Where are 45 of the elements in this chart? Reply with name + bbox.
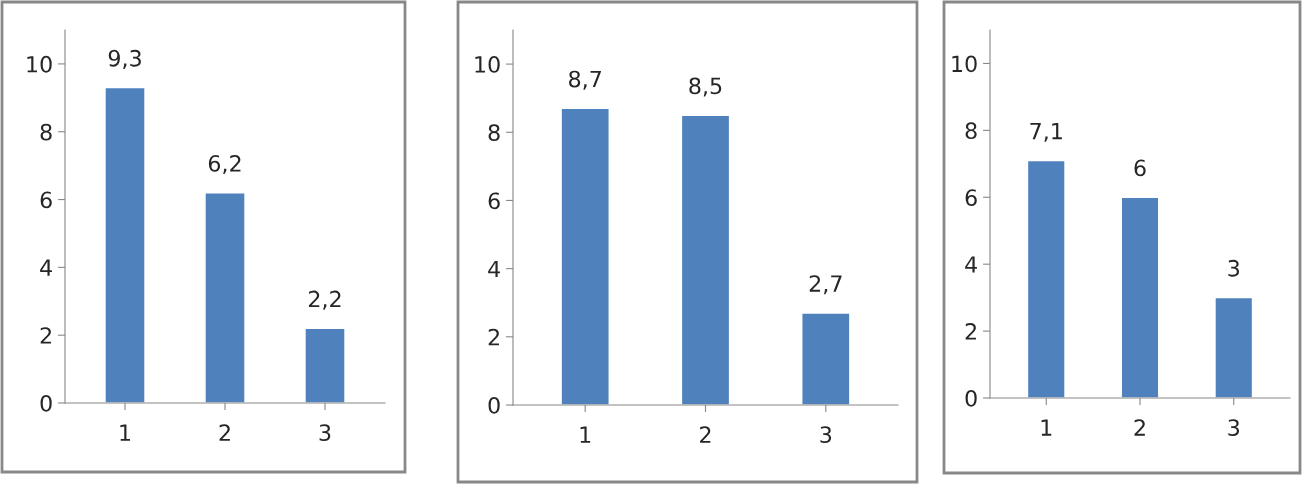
- data-label: 3: [1228, 259, 1240, 277]
- x-tick-label: 1: [580, 426, 591, 443]
- data-label: 9,3: [108, 49, 141, 69]
- bar: [104, 86, 146, 403]
- bar: [680, 114, 731, 405]
- data-label: 6: [1134, 159, 1146, 177]
- y-tick-label: 2: [965, 323, 976, 340]
- x-tick-label: 2: [1134, 419, 1145, 436]
- data-label: 8,7: [569, 70, 601, 90]
- y-tick-label: 0: [488, 396, 500, 414]
- y-tick-label: 10: [27, 55, 52, 73]
- y-tick-label: 2: [488, 328, 499, 346]
- y-tick-label: 0: [40, 394, 52, 412]
- data-label: 2,7: [809, 275, 842, 295]
- data-label: 2,2: [308, 290, 341, 310]
- bar: [304, 327, 346, 403]
- y-tick-label: 10: [475, 56, 500, 73]
- y-tick-label: 4: [40, 259, 52, 276]
- y-tick-label: 8: [965, 122, 977, 140]
- bar: [801, 312, 851, 405]
- x-tick-label: 3: [820, 426, 832, 444]
- y-tick-label: 6: [488, 192, 500, 210]
- bar: [1120, 196, 1160, 398]
- y-tick-label: 6: [965, 189, 977, 207]
- y-tick-label: 4: [965, 256, 977, 273]
- bar: [204, 192, 246, 403]
- bar: [560, 107, 610, 405]
- y-tick-label: 4: [488, 260, 500, 278]
- y-tick-label: 2: [40, 327, 51, 344]
- x-tick-label: 3: [319, 424, 331, 442]
- bar: [1214, 296, 1254, 398]
- y-tick-label: 10: [952, 55, 977, 73]
- y-tick-label: 6: [40, 191, 52, 209]
- x-tick-label: 3: [1228, 419, 1240, 437]
- y-tick-label: 0: [965, 389, 977, 407]
- x-tick-label: 2: [700, 426, 711, 443]
- y-tick-label: 8: [40, 123, 52, 141]
- x-tick-label: 2: [219, 424, 230, 441]
- data-label: 6,2: [208, 154, 241, 175]
- bar: [1026, 159, 1066, 398]
- data-label: 8,5: [689, 77, 722, 97]
- x-tick-label: 1: [120, 424, 131, 441]
- x-tick-label: 1: [1041, 419, 1052, 436]
- y-tick-label: 8: [488, 124, 500, 142]
- data-label: 7,1: [1030, 122, 1062, 142]
